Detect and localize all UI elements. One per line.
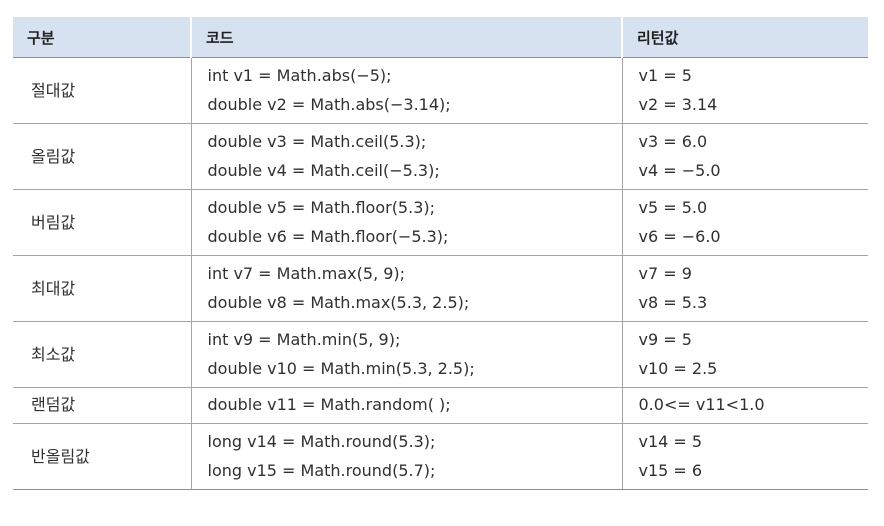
table-row: 절대값 int v1 = Math.abs(−5); double v2 = M… [13,57,868,124]
table: 구분 코드 리턴값 절대값 int v1 = Math.abs(−5); dou… [13,17,868,490]
code-cell: int v7 = Math.max(5, 9); double v8 = Mat… [190,255,622,322]
return-cell: v3 = 6.0 v4 = −5.0 [621,123,868,190]
return-line: v10 = 2.5 [638,359,718,378]
return-cell: v7 = 9 v8 = 5.3 [621,255,868,322]
return-cell: 0.0<= v11<1.0 [621,387,868,424]
code-line: int v7 = Math.max(5, 9); [207,264,406,283]
return-line: v3 = 6.0 [638,132,708,151]
table-row: 올림값 double v3 = Math.ceil(5.3); double v… [13,123,868,190]
return-line: v8 = 5.3 [638,293,708,312]
code-cell: int v1 = Math.abs(−5); double v2 = Math.… [190,57,622,124]
header-category: 구분 [13,17,191,58]
code-line: double v8 = Math.max(5.3, 2.5); [207,293,470,312]
return-line: v5 = 5.0 [638,198,708,217]
return-line: v9 = 5 [638,330,692,349]
code-line: double v4 = Math.ceil(−5.3); [207,161,440,180]
return-cell: v1 = 5 v2 = 3.14 [621,57,868,124]
table-row: 버림값 double v5 = Math.floor(5.3); double … [13,189,868,256]
return-line: 0.0<= v11<1.0 [638,395,765,414]
return-cell: v14 = 5 v15 = 6 [621,423,868,490]
code-cell: long v14 = Math.round(5.3); long v15 = M… [190,423,622,490]
category-cell: 최대값 [13,255,191,322]
table-row: 반올림값 long v14 = Math.round(5.3); long v1… [13,423,868,490]
return-line: v4 = −5.0 [638,161,721,180]
code-line: long v15 = Math.round(5.7); [207,461,436,480]
category-cell: 반올림값 [13,423,191,490]
header-return-value: 리턴값 [621,17,868,58]
code-line: int v1 = Math.abs(−5); [207,66,392,85]
code-line: double v11 = Math.random( ); [207,395,451,414]
table-row: 최소값 int v9 = Math.min(5, 9); double v10 … [13,321,868,388]
category-cell: 랜덤값 [13,387,191,424]
return-cell: v5 = 5.0 v6 = −6.0 [621,189,868,256]
code-line: double v3 = Math.ceil(5.3); [207,132,427,151]
table-row: 최대값 int v7 = Math.max(5, 9); double v8 =… [13,255,868,322]
return-line: v6 = −6.0 [638,227,721,246]
code-cell: double v5 = Math.floor(5.3); double v6 =… [190,189,622,256]
return-line: v2 = 3.14 [638,95,718,114]
table-row: 랜덤값 double v11 = Math.random( ); 0.0<= v… [13,387,868,424]
code-line: long v14 = Math.round(5.3); [207,432,436,451]
code-line: int v9 = Math.min(5, 9); [207,330,401,349]
header-code: 코드 [190,17,622,58]
return-line: v1 = 5 [638,66,692,85]
category-cell: 버림값 [13,189,191,256]
return-line: v14 = 5 [638,432,703,451]
category-cell: 올림값 [13,123,191,190]
code-line: double v2 = Math.abs(−3.14); [207,95,451,114]
code-cell: double v11 = Math.random( ); [190,387,622,424]
return-line: v15 = 6 [638,461,703,480]
return-line: v7 = 9 [638,264,692,283]
code-cell: double v3 = Math.ceil(5.3); double v4 = … [190,123,622,190]
category-cell: 최소값 [13,321,191,388]
category-cell: 절대값 [13,57,191,124]
code-cell: int v9 = Math.min(5, 9); double v10 = Ma… [190,321,622,388]
code-line: double v10 = Math.min(5.3, 2.5); [207,359,475,378]
code-line: double v5 = Math.floor(5.3); [207,198,436,217]
table-header-row: 구분 코드 리턴값 [13,17,868,58]
return-cell: v9 = 5 v10 = 2.5 [621,321,868,388]
math-methods-table: 구분 코드 리턴값 절대값 int v1 = Math.abs(−5); dou… [13,17,868,490]
code-line: double v6 = Math.floor(−5.3); [207,227,449,246]
